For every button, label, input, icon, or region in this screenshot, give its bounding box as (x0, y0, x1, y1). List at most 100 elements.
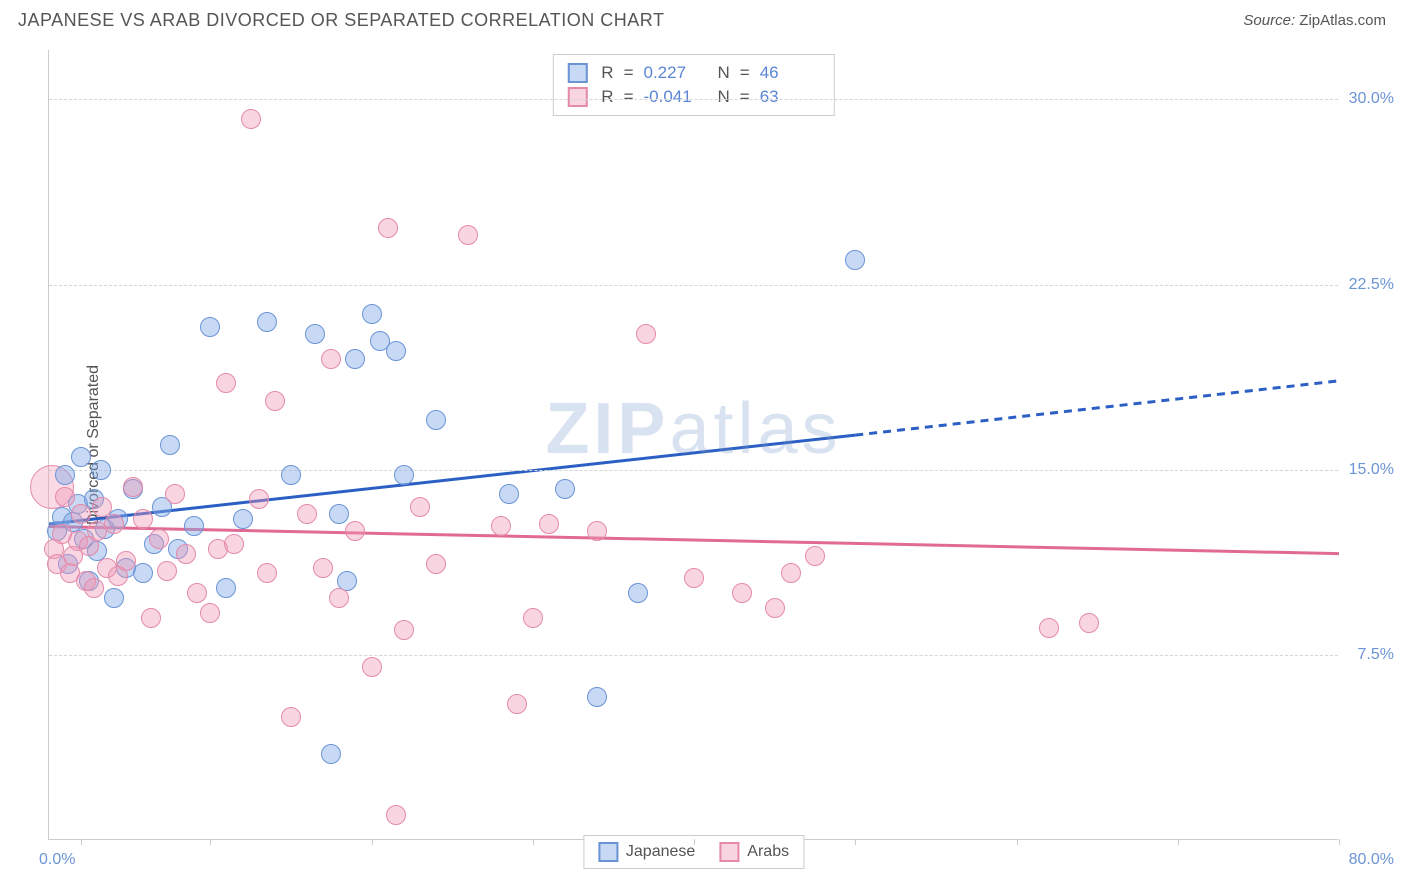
x-tick (1017, 839, 1018, 845)
gridline (49, 99, 1338, 100)
equals-sign: = (740, 63, 750, 83)
data-point-arabs (386, 805, 406, 825)
data-point-japanese (133, 563, 153, 583)
swatch-arabs (719, 842, 739, 862)
y-tick-label: 7.5% (1358, 646, 1394, 664)
source-label: Source: (1243, 12, 1299, 29)
data-point-japanese (91, 460, 111, 480)
stats-row-arabs: R = -0.041 N = 63 (563, 85, 823, 109)
legend-label-arabs: Arabs (747, 843, 789, 861)
y-tick-label: 15.0% (1349, 461, 1394, 479)
data-point-arabs (410, 497, 430, 517)
data-point-arabs (781, 563, 801, 583)
data-point-arabs (149, 529, 169, 549)
data-point-japanese (845, 250, 865, 270)
data-point-japanese (329, 504, 349, 524)
data-point-arabs (55, 487, 75, 507)
data-point-arabs (165, 484, 185, 504)
data-point-arabs (362, 657, 382, 677)
data-point-arabs (732, 583, 752, 603)
stat-r-label: R (601, 63, 613, 83)
y-tick-label: 30.0% (1349, 90, 1394, 108)
data-point-japanese (555, 479, 575, 499)
data-point-japanese (628, 583, 648, 603)
data-point-arabs (458, 225, 478, 245)
data-point-arabs (187, 583, 207, 603)
stat-n-arabs: 63 (760, 87, 820, 107)
data-point-arabs (241, 109, 261, 129)
data-point-japanese (362, 304, 382, 324)
data-point-arabs (157, 561, 177, 581)
data-point-arabs (123, 477, 143, 497)
x-tick (210, 839, 211, 845)
plot-region: ZIPatlas R = 0.227 N = 46 R = -0.041 N =… (48, 50, 1338, 840)
data-point-japanese (233, 509, 253, 529)
chart-title: JAPANESE VS ARAB DIVORCED OR SEPARATED C… (18, 10, 664, 31)
data-point-arabs (765, 598, 785, 618)
data-point-arabs (224, 534, 244, 554)
data-point-arabs (71, 504, 91, 524)
data-point-arabs (84, 578, 104, 598)
data-point-arabs (491, 516, 511, 536)
y-tick-label: 22.5% (1349, 276, 1394, 294)
data-point-japanese (394, 465, 414, 485)
equals-sign: = (624, 63, 634, 83)
data-point-arabs (329, 588, 349, 608)
data-point-arabs (636, 324, 656, 344)
data-point-japanese (184, 516, 204, 536)
data-point-japanese (200, 317, 220, 337)
chart-header: JAPANESE VS ARAB DIVORCED OR SEPARATED C… (0, 0, 1406, 37)
data-point-japanese (104, 588, 124, 608)
data-point-arabs (321, 349, 341, 369)
data-point-japanese (426, 410, 446, 430)
source-name: ZipAtlas.com (1299, 12, 1386, 29)
data-point-arabs (265, 391, 285, 411)
stat-r-label: R (601, 87, 613, 107)
data-point-arabs (313, 558, 333, 578)
x-tick (1339, 839, 1340, 845)
data-point-japanese (71, 447, 91, 467)
x-tick (372, 839, 373, 845)
stat-n-label: N (718, 63, 730, 83)
data-point-arabs (200, 603, 220, 623)
x-tick (533, 839, 534, 845)
gridline (49, 655, 1338, 656)
data-point-arabs (378, 218, 398, 238)
data-point-arabs (345, 521, 365, 541)
data-point-arabs (1079, 613, 1099, 633)
legend-item-japanese: Japanese (598, 842, 695, 862)
data-point-arabs (116, 551, 136, 571)
swatch-japanese (598, 842, 618, 862)
data-point-arabs (1039, 618, 1059, 638)
stats-legend-box: R = 0.227 N = 46 R = -0.041 N = 63 (552, 54, 834, 116)
gridline (49, 285, 1338, 286)
stat-r-japanese: 0.227 (644, 63, 704, 83)
data-point-arabs (104, 514, 124, 534)
x-tick (81, 839, 82, 845)
data-point-arabs (249, 489, 269, 509)
source-credit: Source: ZipAtlas.com (1243, 12, 1386, 29)
data-point-arabs (133, 509, 153, 529)
x-axis-max-label: 80.0% (1349, 851, 1394, 869)
data-point-arabs (507, 694, 527, 714)
data-point-japanese (257, 312, 277, 332)
data-point-japanese (587, 687, 607, 707)
legend-item-arabs: Arabs (719, 842, 789, 862)
data-point-arabs (216, 373, 236, 393)
x-tick (855, 839, 856, 845)
legend-label-japanese: Japanese (626, 843, 695, 861)
data-point-arabs (805, 546, 825, 566)
swatch-arabs (567, 87, 587, 107)
data-point-japanese (321, 744, 341, 764)
data-point-japanese (305, 324, 325, 344)
data-point-japanese (55, 465, 75, 485)
data-point-arabs (684, 568, 704, 588)
trend-lines (49, 50, 1339, 840)
data-point-japanese (345, 349, 365, 369)
swatch-japanese (567, 63, 587, 83)
data-point-japanese (160, 435, 180, 455)
data-point-japanese (386, 341, 406, 361)
x-tick (1178, 839, 1179, 845)
stat-n-japanese: 46 (760, 63, 820, 83)
data-point-arabs (587, 521, 607, 541)
